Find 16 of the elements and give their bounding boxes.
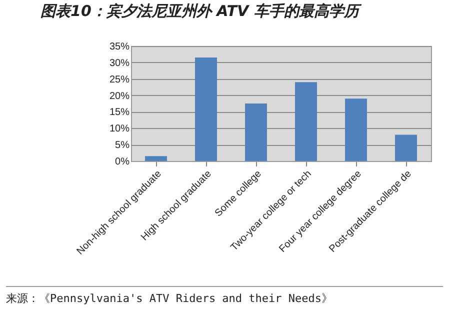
bar — [145, 156, 167, 161]
y-tick-label: 10% — [109, 124, 130, 135]
y-tick-label: 0% — [115, 156, 130, 168]
bar — [345, 98, 367, 161]
bar — [245, 104, 267, 161]
y-tick-label: 30% — [109, 58, 130, 69]
y-tick-label: 20% — [109, 90, 130, 102]
y-tick-label: 25% — [109, 74, 130, 86]
bar — [395, 134, 417, 161]
bar — [195, 58, 217, 161]
y-tick-label: 35% — [109, 42, 130, 52]
source-note: 来源：《Pennsylvania's ATV Riders and their Needs》 — [6, 286, 443, 306]
y-tick-label: 5% — [115, 140, 130, 152]
bar — [295, 82, 317, 161]
y-tick-label: 15% — [109, 107, 130, 118]
chart-title: 图表10：宾夕法尼亚州外 ATV 车手的最高学历 — [40, 2, 362, 20]
